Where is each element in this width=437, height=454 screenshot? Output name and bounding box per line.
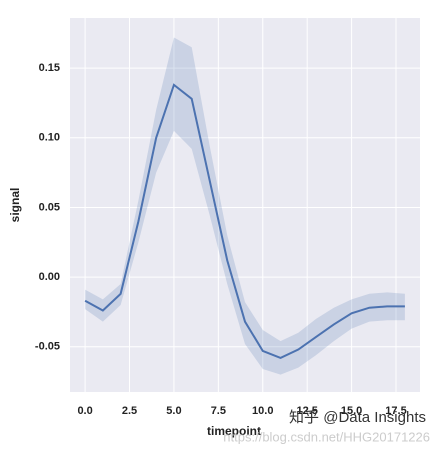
x-tick-label: 2.5 <box>122 405 137 417</box>
x-tick-label: 7.5 <box>211 405 226 417</box>
y-tick-label: 0.15 <box>39 62 60 74</box>
line <box>84 83 405 359</box>
watermark: https://blog.csdn.net/HHG20171226 <box>223 429 430 444</box>
y-tick-label: 0.10 <box>39 132 60 144</box>
x-tick-label: 10.0 <box>252 405 273 417</box>
x-tick-label: 15.0 <box>341 405 362 417</box>
y-axis-label: signal <box>8 188 22 223</box>
watermark: 知乎 @Data Insights <box>289 409 426 426</box>
plot-area <box>70 18 420 392</box>
y-tick-label: 0.00 <box>39 271 60 283</box>
x-tick-label: 17.5 <box>385 405 406 417</box>
y-tick-label: 0.05 <box>39 201 60 213</box>
x-tick-label: 5.0 <box>166 405 181 417</box>
y-tick-label: -0.05 <box>35 341 60 353</box>
confidence-band <box>85 37 405 375</box>
x-tick-label: 12.5 <box>296 405 317 417</box>
x-axis-label: timepoint <box>207 424 261 438</box>
x-tick-label: 0.0 <box>77 405 92 417</box>
